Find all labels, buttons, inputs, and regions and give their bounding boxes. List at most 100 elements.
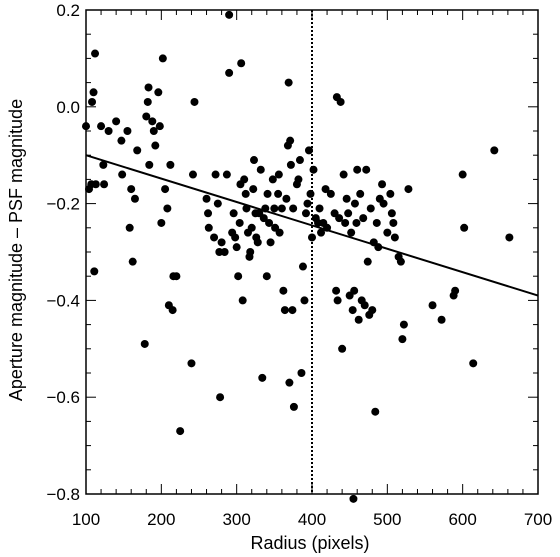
data-point: [309, 165, 318, 174]
data-point: [149, 127, 158, 135]
data-point: [166, 160, 175, 169]
data-point: [306, 189, 315, 198]
plot-marks: [82, 10, 514, 503]
data-point: [266, 238, 275, 247]
data-point: [349, 494, 358, 503]
data-point: [232, 243, 241, 252]
y-tick-label: 0.2: [56, 1, 80, 20]
y-tick-label: 0.0: [56, 98, 80, 117]
x-tick-label: 700: [524, 510, 552, 529]
data-point: [354, 315, 363, 324]
data-point: [286, 136, 295, 145]
data-point: [288, 306, 297, 315]
data-point: [265, 218, 274, 227]
data-point: [204, 209, 213, 218]
data-point: [222, 170, 231, 179]
data-point: [277, 204, 286, 213]
data-point: [366, 204, 375, 213]
data-point: [127, 185, 136, 194]
data-point: [294, 175, 303, 184]
data-point: [258, 373, 267, 382]
fit-line: [85, 154, 539, 297]
data-point: [352, 218, 361, 227]
data-point: [145, 160, 154, 169]
x-tick-label: 300: [222, 510, 250, 529]
data-point: [321, 185, 330, 194]
data-point: [90, 267, 99, 276]
data-point: [308, 233, 316, 242]
data-point: [274, 189, 283, 198]
data-point: [297, 369, 306, 377]
data-point: [270, 204, 279, 213]
data-point: [172, 272, 181, 281]
data-point: [155, 122, 164, 131]
data-point: [128, 257, 137, 266]
data-point: [148, 117, 157, 126]
data-point: [133, 146, 142, 155]
data-point: [237, 59, 246, 68]
y-tick-label: −0.6: [46, 388, 80, 407]
data-point: [350, 199, 359, 208]
data-point: [389, 218, 398, 227]
data-point: [91, 180, 100, 189]
data-point: [300, 296, 309, 305]
data-point: [348, 306, 357, 315]
data-point: [336, 97, 345, 106]
data-point: [298, 262, 307, 271]
data-point: [399, 320, 408, 329]
data-point: [217, 238, 226, 247]
data-point: [371, 407, 380, 416]
data-point: [112, 117, 121, 126]
data-point: [344, 209, 353, 218]
data-point: [317, 228, 326, 237]
data-point: [390, 233, 399, 242]
data-point: [303, 199, 312, 208]
data-point: [341, 218, 350, 227]
data-point: [256, 165, 265, 174]
data-point: [158, 54, 167, 63]
x-axis-title: Radius (pixels): [250, 533, 369, 553]
data-point: [143, 97, 152, 106]
data-point: [282, 194, 291, 203]
data-point: [211, 170, 220, 179]
data-point: [347, 228, 356, 237]
data-point: [249, 185, 258, 194]
data-point: [190, 97, 199, 106]
data-point: [125, 223, 134, 232]
y-tick-label: −0.2: [46, 195, 80, 214]
x-tick-label: 200: [147, 510, 175, 529]
data-point: [161, 185, 170, 194]
data-point: [176, 427, 185, 436]
data-point: [144, 83, 153, 92]
data-point: [404, 185, 413, 194]
data-point: [142, 112, 151, 121]
data-point: [238, 296, 247, 305]
data-point: [353, 165, 362, 174]
data-point: [263, 189, 272, 198]
data-point: [279, 286, 288, 295]
data-point: [286, 160, 295, 169]
data-point: [268, 175, 277, 184]
data-point: [342, 194, 351, 203]
data-point: [88, 97, 97, 106]
axes-layer: 100 200 300 400 500 600 700 −0.8 −0.6 −0.4 −0.2 0.0…: [46, 1, 552, 529]
data-point: [356, 189, 365, 198]
data-point: [285, 378, 294, 387]
data-point: [333, 296, 342, 305]
data-point: [157, 218, 166, 227]
data-point: [99, 160, 108, 169]
data-point: [104, 127, 113, 135]
data-point: [339, 170, 348, 179]
data-point: [97, 122, 106, 131]
data-point: [350, 286, 359, 295]
data-point: [379, 199, 388, 208]
data-point: [151, 141, 160, 150]
data-point: [460, 223, 469, 232]
x-tick-label: 400: [298, 510, 326, 529]
data-point: [335, 214, 344, 223]
data-point: [289, 204, 298, 213]
x-tick-label: 600: [448, 510, 476, 529]
data-point: [216, 393, 225, 402]
data-point: [202, 194, 211, 203]
